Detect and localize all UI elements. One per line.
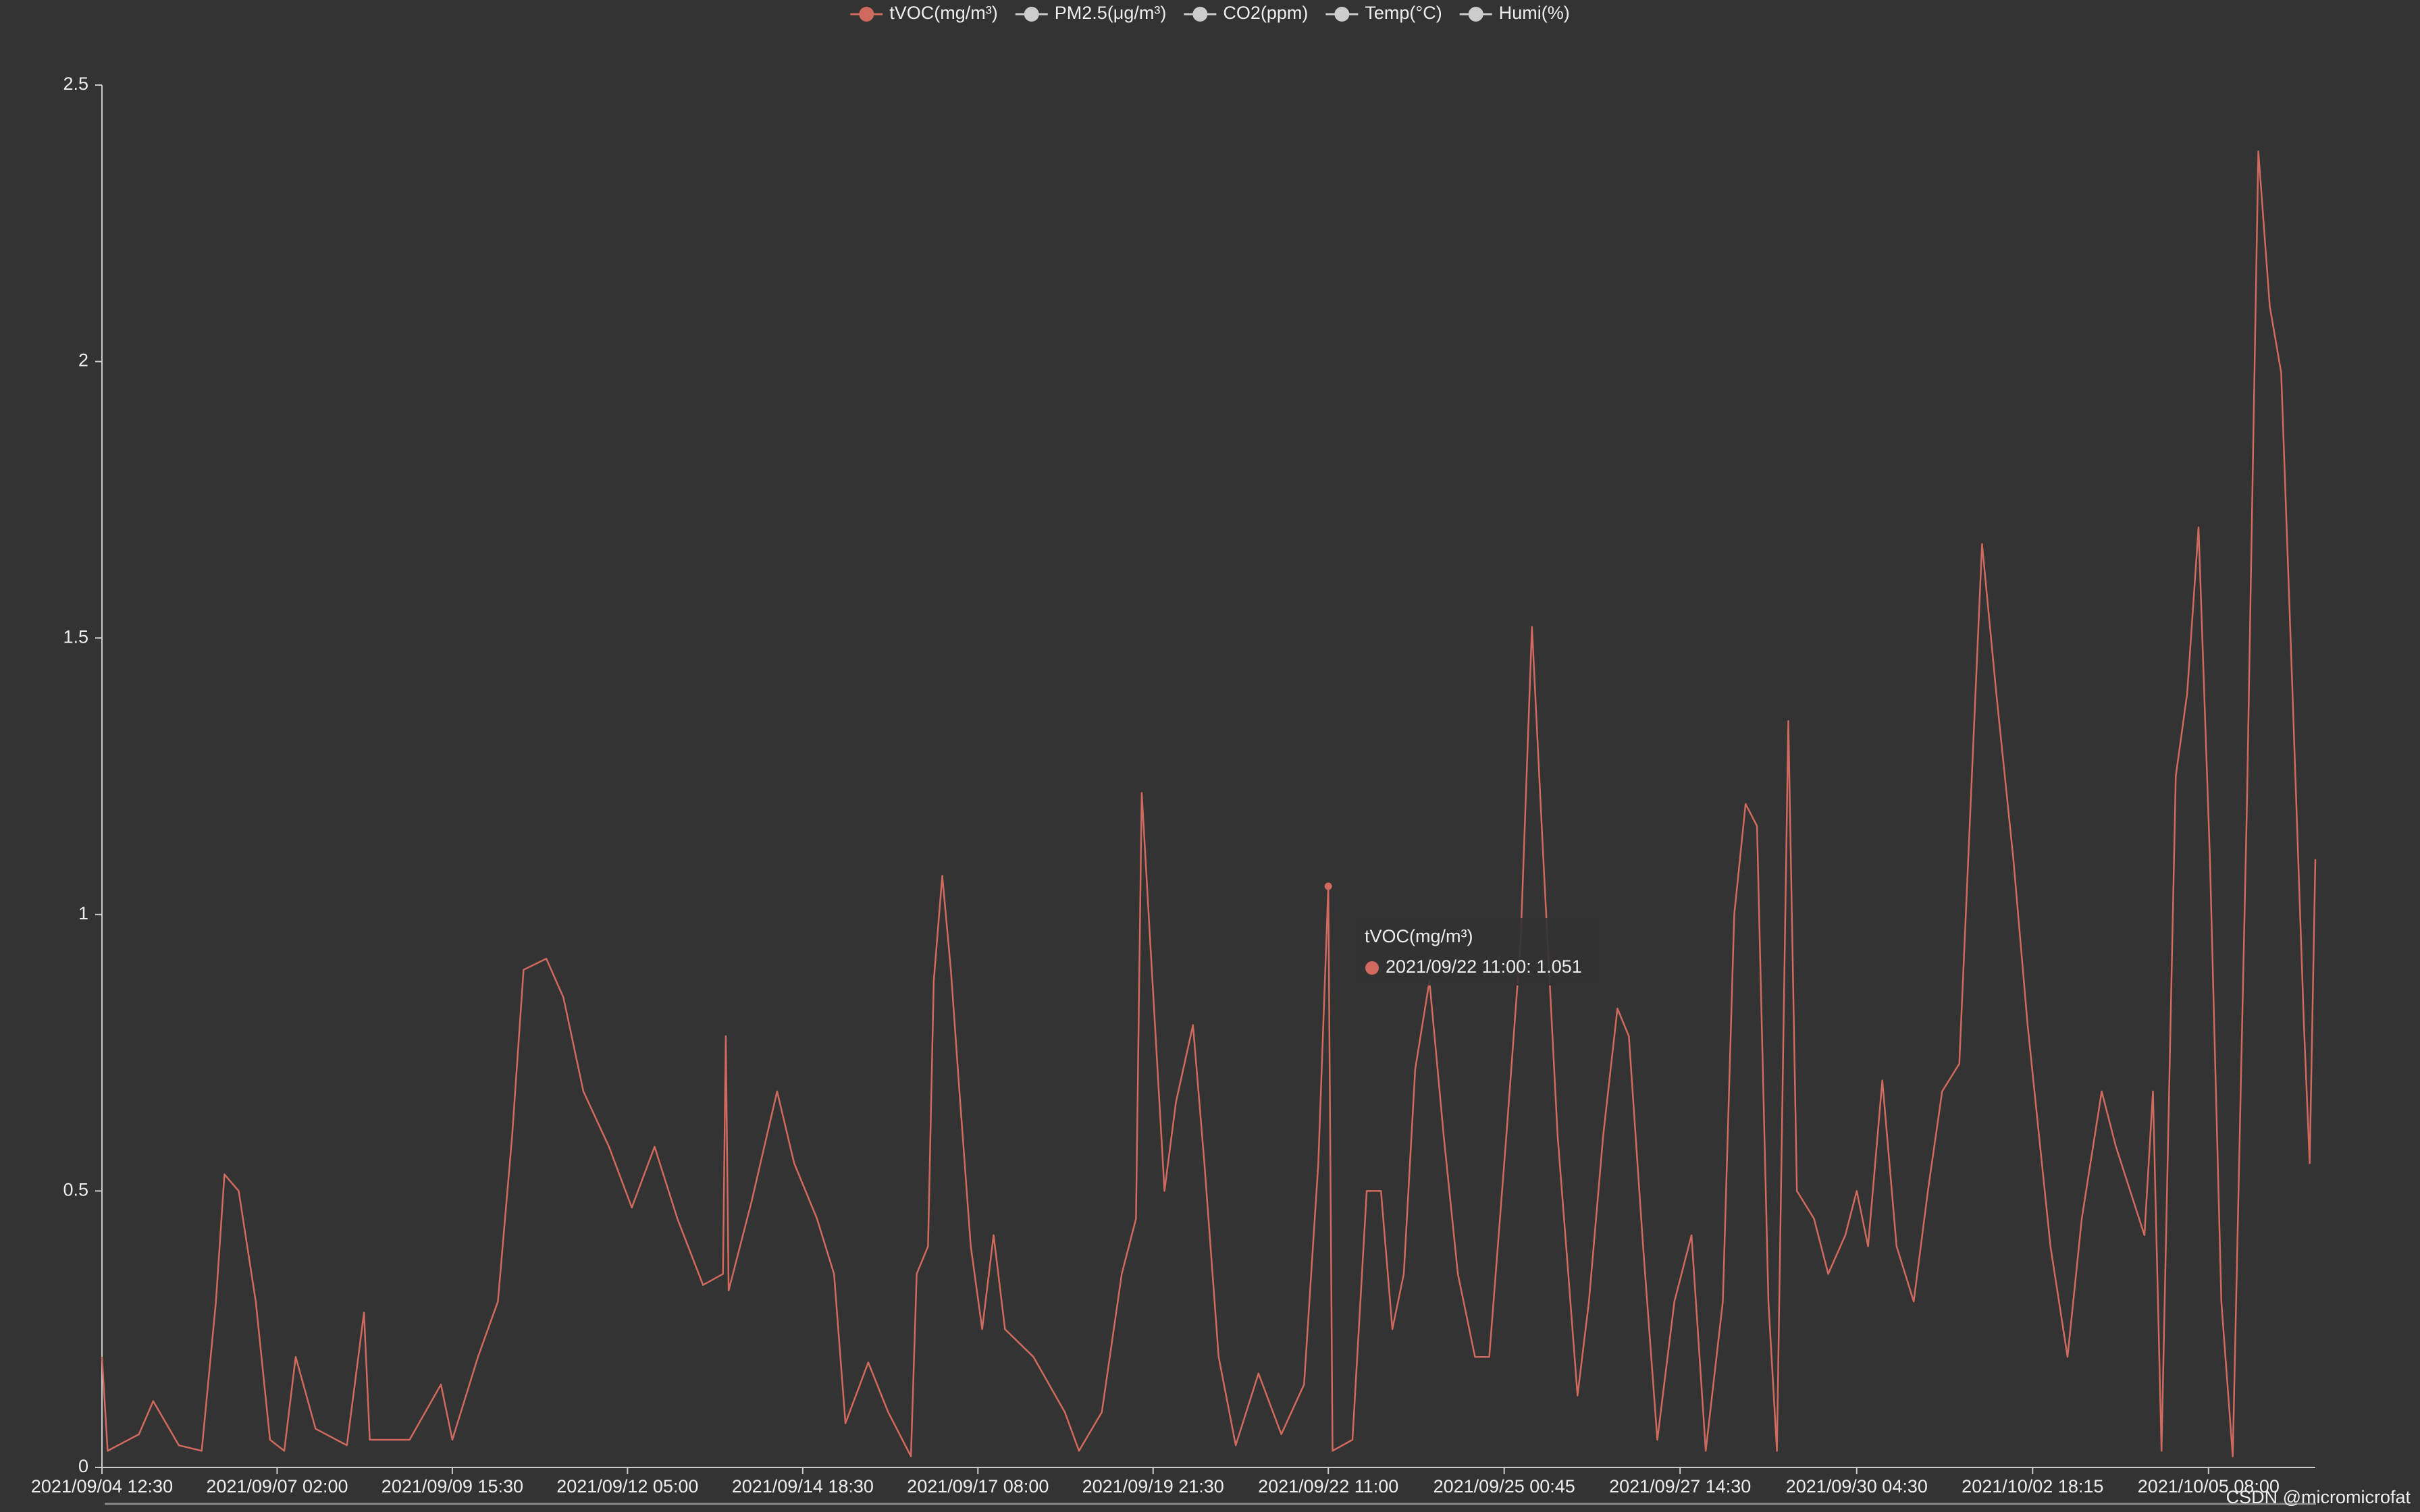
y-tick-label: 1.5	[63, 626, 88, 647]
tooltip-dot	[1365, 961, 1379, 975]
legend-icon	[1334, 7, 1350, 22]
tooltip: tVOC(mg/m³) 2021/09/22 11:00: 1.051	[1354, 918, 1598, 986]
legend-icon	[1468, 7, 1483, 22]
legend-item[interactable]: CO2(ppm)	[1184, 3, 1308, 23]
tooltip-box	[1354, 918, 1598, 986]
y-tick-label: 0.5	[63, 1180, 88, 1200]
x-tick-label: 2021/09/19 21:30	[1082, 1476, 1224, 1496]
y-tick-label: 2	[78, 350, 88, 371]
legend-label: tVOC(mg/m³)	[889, 3, 997, 23]
legend: tVOC(mg/m³) PM2.5(μg/m³) CO2(ppm) Temp(°C) H…	[850, 3, 1570, 23]
x-tick-label: 2021/09/30 04:30	[1786, 1476, 1928, 1496]
x-tick-label: 2021/09/22 11:00	[1258, 1476, 1398, 1496]
x-tick-label: 2021/09/25 00:45	[1433, 1476, 1575, 1496]
x-tick-label: 2021/10/02 18:15	[1962, 1476, 2103, 1496]
legend-icon	[1024, 7, 1039, 22]
tooltip-title: tVOC(mg/m³)	[1365, 926, 1473, 946]
legend-item[interactable]: Humi(%)	[1459, 3, 1570, 23]
legend-label: CO2(ppm)	[1223, 3, 1308, 23]
tooltip-text: 2021/09/22 11:00: 1.051	[1386, 956, 1582, 977]
legend-label: Humi(%)	[1499, 3, 1570, 23]
x-tick-label: 2021/09/12 05:00	[556, 1476, 698, 1496]
y-tick-label: 0	[78, 1456, 88, 1476]
y-tick-label: 2.5	[63, 74, 88, 94]
legend-icon	[1192, 7, 1208, 22]
hover-point	[1324, 882, 1332, 890]
legend-item[interactable]: tVOC(mg/m³)	[850, 3, 998, 23]
legend-icon	[859, 7, 874, 22]
watermark: CSDN @micromicrofat	[2226, 1487, 2411, 1507]
y-tick-label: 1	[78, 903, 88, 923]
x-tick-label: 2021/09/09 15:30	[382, 1476, 523, 1496]
legend-label: PM2.5(μg/m³)	[1055, 3, 1167, 23]
legend-item[interactable]: Temp(°C)	[1325, 3, 1442, 23]
x-tick-label: 2021/09/17 08:00	[907, 1476, 1049, 1496]
legend-item[interactable]: PM2.5(μg/m³)	[1015, 3, 1167, 23]
x-tick-label: 2021/09/04 12:30	[31, 1476, 173, 1496]
data-line	[101, 151, 2317, 1457]
x-tick-label: 2021/09/27 14:30	[1609, 1476, 1751, 1496]
legend-label: Temp(°C)	[1365, 3, 1442, 23]
x-tick-label: 2021/10/05 08:00	[2138, 1476, 2280, 1496]
x-tick-label: 2021/09/14 18:30	[732, 1476, 874, 1496]
x-tick-label: 2021/09/07 02:00	[206, 1476, 348, 1496]
